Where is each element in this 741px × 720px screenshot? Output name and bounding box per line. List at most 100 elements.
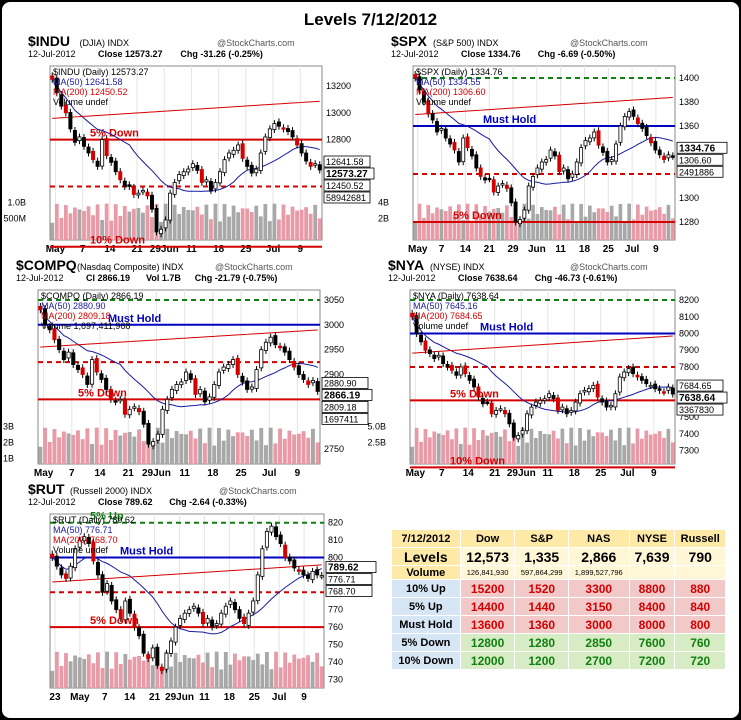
volume-bar [82, 658, 87, 688]
volume-bar [648, 434, 653, 464]
y-tick-label: 1400 [679, 73, 699, 83]
cell: 7200 [628, 651, 676, 670]
volume-bar [195, 206, 200, 240]
volume-bar [91, 663, 96, 688]
candle-body [151, 441, 156, 447]
close-tag-box [323, 155, 371, 168]
candle-body [269, 525, 274, 533]
candle-body [287, 556, 292, 562]
x-tick-label: Jul [262, 468, 277, 479]
volume-bar [118, 435, 123, 464]
candle-body [127, 408, 132, 416]
candle-body [223, 605, 228, 615]
candle-body [547, 393, 552, 398]
y-tick-label: 1380 [679, 97, 699, 107]
volume-bar [264, 652, 269, 688]
table-row-volume: Volume 126,841,930 597,864,299 1,899,527… [391, 565, 726, 580]
candle-body [617, 376, 622, 393]
volume-bar [622, 445, 627, 464]
volume-bar [236, 212, 241, 240]
volume-bar [80, 439, 85, 464]
volume-bar [595, 432, 600, 464]
exchange-label: (NYSE) INDX [430, 262, 485, 272]
candle-body [227, 152, 232, 159]
volume-bar [423, 429, 428, 464]
candle-body [118, 398, 123, 402]
candle-body [315, 569, 320, 576]
candle-body [136, 192, 141, 196]
candle-body [317, 164, 322, 171]
y-tick-label: 7400 [679, 429, 699, 439]
x-tick-label: Jun [528, 244, 546, 255]
candle-body [587, 137, 592, 143]
candle-body [551, 395, 556, 400]
volume-bar [448, 206, 452, 240]
change-label: Chg -46.73 (-0.61%) [535, 273, 618, 283]
volume-bar [631, 443, 635, 464]
candle-body [80, 367, 85, 375]
volume-bar [213, 203, 218, 240]
volume-bar [591, 436, 596, 464]
volume-bar [204, 204, 209, 240]
x-tick-label: 14 [94, 468, 106, 479]
level-label: Must Hold [483, 114, 536, 126]
candle-body [82, 137, 86, 147]
volume-bar [534, 438, 538, 464]
candle-body [105, 583, 110, 592]
volume-bar [159, 669, 164, 688]
volume-bar [487, 211, 492, 240]
candle-body [474, 154, 479, 169]
candle-body [278, 345, 283, 349]
candle-body [249, 164, 254, 174]
candle-body [604, 400, 609, 408]
candle-body [140, 190, 145, 193]
candle-body [439, 128, 444, 131]
candle-body [245, 380, 250, 390]
volume-bar [173, 652, 178, 688]
close-tag: 7638.64 [679, 393, 716, 404]
candle-body [195, 165, 200, 171]
candle-body [242, 616, 247, 625]
candle-body [639, 376, 644, 381]
cell: 1440 [514, 597, 569, 616]
volume-bar [168, 218, 173, 240]
volume-bar [592, 212, 597, 240]
candle-body [666, 386, 671, 391]
close-tag: 789.62 [328, 563, 359, 574]
x-tick-label: 21 [149, 692, 161, 703]
candle-body [196, 607, 201, 614]
close-tag-box [321, 413, 369, 425]
volume-bar [61, 431, 66, 464]
cell: 840 [674, 597, 726, 616]
candle-body [427, 349, 432, 354]
compq-chart-svg: $COMPQ (Nasdaq Composite) INDX @StockChart… [3, 257, 373, 479]
x-tick-label: May [406, 468, 426, 479]
volume-bar [653, 209, 658, 240]
volume-bar [91, 215, 95, 240]
candle-body [163, 219, 168, 229]
legend-entry: MA(50) 776.71 [53, 525, 113, 535]
candle-body [164, 652, 169, 670]
volume-bar [458, 443, 463, 464]
volume-bar [296, 433, 301, 464]
candle-body [566, 169, 570, 180]
volume-bar [422, 217, 426, 240]
legend-entry: MA(200) 7684.65 [413, 311, 483, 321]
volume-bar [292, 434, 297, 464]
volume-bar [73, 207, 77, 240]
volume-bar [181, 207, 186, 240]
volume-bar [113, 204, 118, 240]
volume-bar [299, 209, 304, 240]
close-tag: 7684.65 [679, 381, 712, 391]
volume-bar [221, 440, 226, 464]
table-header-nyse: NYSE [628, 529, 676, 548]
volume-bar [640, 214, 645, 240]
level-label: Must Hold [120, 546, 173, 558]
candle-body [75, 364, 80, 370]
y-tick-label: 13200 [326, 81, 351, 91]
candle-body [485, 401, 490, 404]
volume-bar [432, 431, 437, 464]
volume-bar [315, 652, 320, 688]
volume-bar [481, 429, 485, 464]
candle-body [480, 398, 485, 405]
